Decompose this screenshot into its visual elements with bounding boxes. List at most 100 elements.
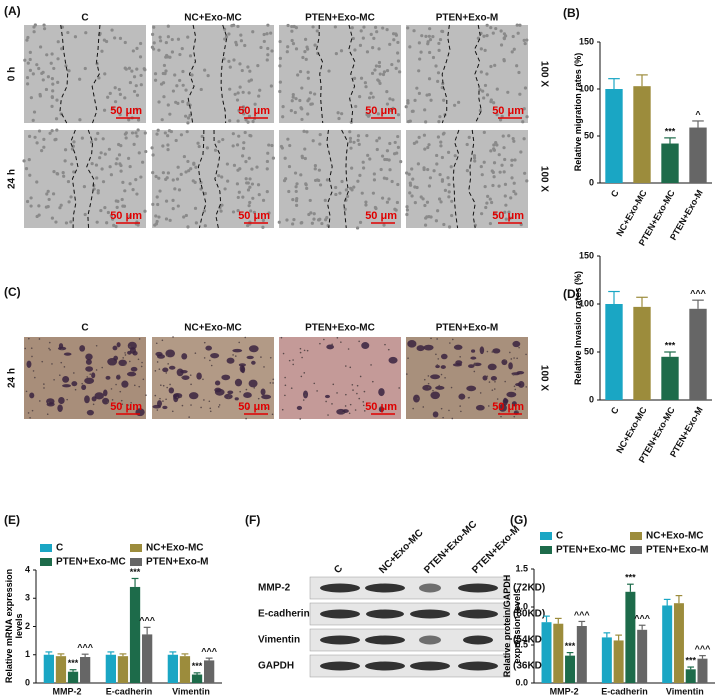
- cell: [235, 182, 240, 186]
- cell: [135, 107, 139, 111]
- cell: [241, 105, 246, 109]
- cell: [385, 68, 390, 73]
- cell: [184, 170, 188, 174]
- pore: [202, 378, 204, 381]
- y-tick-label: 3: [25, 593, 30, 603]
- pore: [66, 398, 68, 401]
- cell: [333, 25, 337, 29]
- invaded-cell: [502, 397, 508, 406]
- blot-row-label: E-cadherin: [258, 609, 310, 620]
- cell: [155, 219, 159, 224]
- cell: [301, 55, 305, 60]
- cell: [313, 167, 317, 171]
- cell: [25, 38, 29, 42]
- cell: [181, 83, 185, 87]
- cell: [383, 157, 387, 162]
- bar: [662, 605, 673, 683]
- invaded-cell: [471, 349, 476, 353]
- significance: ^^^: [139, 616, 156, 626]
- cell: [188, 54, 193, 58]
- cell: [182, 154, 186, 159]
- pore: [63, 366, 66, 368]
- legend-swatch: [40, 544, 52, 552]
- cell: [389, 108, 393, 113]
- cell: [186, 159, 190, 164]
- pore: [53, 378, 55, 381]
- significance: ***: [665, 126, 676, 136]
- cell: [238, 62, 242, 66]
- invaded-cell: [57, 404, 63, 412]
- cell: [26, 35, 30, 40]
- cell: [143, 68, 147, 72]
- bar: [576, 626, 587, 683]
- cell: [375, 147, 379, 152]
- micrograph: 50 μm: [406, 337, 528, 420]
- cell: [399, 159, 403, 164]
- cell: [223, 37, 227, 41]
- cell: [31, 72, 35, 76]
- cell: [290, 99, 294, 103]
- legend-label: PTEN+Exo-M: [646, 545, 709, 556]
- cell: [42, 145, 46, 149]
- cell: [311, 139, 315, 143]
- pore: [203, 357, 206, 359]
- cell: [485, 34, 489, 38]
- panel-label: (F): [245, 513, 260, 527]
- cell: [78, 118, 82, 122]
- pore: [159, 397, 161, 400]
- cell: [42, 27, 47, 31]
- cell: [510, 176, 514, 180]
- y-axis-title-box: Relative protein/GAPDH expression levels: [502, 575, 522, 678]
- invaded-cell: [440, 353, 448, 360]
- micrograph: 50 μm: [152, 336, 275, 420]
- blot-band: [458, 661, 498, 671]
- pore: [486, 375, 489, 378]
- cell: [312, 212, 316, 216]
- cell: [106, 210, 110, 215]
- cell: [426, 167, 430, 172]
- invaded-cell: [162, 367, 169, 373]
- cell: [405, 208, 410, 212]
- pore: [210, 364, 213, 367]
- cell: [368, 157, 372, 161]
- cell: [483, 185, 487, 189]
- invaded-cell: [26, 360, 32, 368]
- cell: [157, 48, 161, 52]
- x-tick-label: MMP-2: [53, 686, 82, 696]
- pore: [513, 385, 516, 388]
- pore: [444, 377, 446, 379]
- cell: [352, 76, 357, 80]
- cell: [420, 34, 424, 38]
- invaded-cell: [105, 375, 111, 380]
- cell: [440, 29, 444, 33]
- cell: [359, 76, 364, 80]
- cell: [102, 108, 107, 112]
- cell: [107, 147, 111, 151]
- cell: [238, 85, 242, 89]
- cell: [287, 164, 292, 169]
- pore: [190, 404, 192, 406]
- image-bg: [279, 130, 401, 228]
- cell: [128, 164, 132, 169]
- pore: [239, 390, 241, 393]
- pore: [176, 396, 179, 399]
- invaded-cell: [458, 393, 466, 400]
- bar: [601, 637, 612, 683]
- pore: [513, 415, 516, 418]
- magnification: 100 X: [538, 61, 549, 87]
- blot-band: [320, 609, 360, 619]
- invaded-cell: [85, 366, 94, 372]
- cell: [46, 205, 50, 209]
- bar: [697, 658, 708, 683]
- invaded-cell: [422, 384, 432, 391]
- cell: [186, 116, 191, 120]
- cell: [256, 63, 260, 68]
- pore: [217, 406, 220, 408]
- pore: [486, 350, 489, 353]
- pore: [451, 338, 454, 341]
- pore: [280, 336, 283, 339]
- scale-label: 50 μm: [365, 210, 397, 222]
- invaded-cell: [132, 351, 138, 356]
- cell: [305, 45, 309, 49]
- cell: [45, 53, 49, 57]
